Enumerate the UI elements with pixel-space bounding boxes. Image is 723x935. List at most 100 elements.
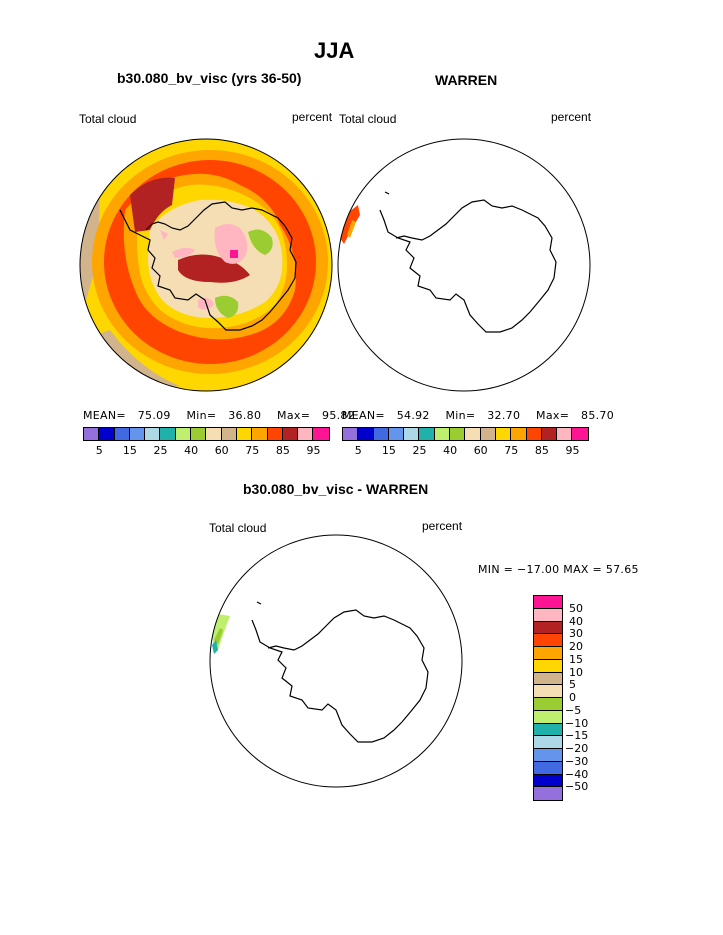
colorbar-swatch xyxy=(534,596,562,609)
right-map-frame xyxy=(337,138,591,392)
right-mean-value: 54.92 xyxy=(396,409,430,422)
diff-map-island xyxy=(256,601,262,605)
colorbar-swatch xyxy=(419,428,435,440)
colorbar-tick-label: 25 xyxy=(412,444,427,457)
right-panel-title: WARREN xyxy=(435,72,498,88)
diff-map-strip-green xyxy=(214,628,223,645)
colorbar-swatch xyxy=(534,621,562,635)
left-mean-label: MEAN= xyxy=(83,409,126,422)
diff-units-label: percent xyxy=(422,519,463,533)
colorbar-tick-label: 30 xyxy=(569,627,583,641)
colorbar-swatch xyxy=(84,428,100,440)
colorbar-swatch xyxy=(534,774,562,788)
right-max-label: Max= xyxy=(536,409,570,422)
left-map-darkred-nw xyxy=(130,177,175,232)
right-stats: MEAN= 54.92 Min= 32.70 Max= 85.70 xyxy=(342,409,614,422)
diff-stats: MIN = −17.00 MAX = 57.65 xyxy=(478,563,639,576)
colorbar-tick-label: 85 xyxy=(534,444,549,457)
left-stats: MEAN= 75.09 Min= 36.80 Max= 95.82 xyxy=(83,409,355,422)
colorbar-swatch xyxy=(267,428,283,440)
colorbar-swatch xyxy=(175,428,192,440)
colorbar-tick-label: 15 xyxy=(569,652,583,666)
left-max-value: 95.82 xyxy=(322,409,356,422)
colorbar-swatch xyxy=(534,634,562,647)
right-field-label: Total cloud xyxy=(339,112,397,126)
colorbar-swatch xyxy=(572,428,588,440)
colorbar-swatch xyxy=(534,723,562,737)
colorbar-tick-label: 10 xyxy=(569,665,583,679)
left-max-label: Max= xyxy=(277,409,311,422)
colorbar-swatch xyxy=(534,787,562,800)
colorbar-swatch xyxy=(534,647,562,660)
left-map-pink-west xyxy=(172,247,195,258)
colorbar-swatch xyxy=(129,428,146,440)
colorbar-swatch xyxy=(511,428,527,440)
colorbar-swatch xyxy=(99,428,115,440)
colorbar-swatch xyxy=(404,428,420,440)
colorbar-tick-label: 95 xyxy=(306,444,321,457)
colorbar-swatch xyxy=(526,428,542,440)
left-map-frame xyxy=(79,138,333,392)
colorbar-tick-label: 50 xyxy=(569,601,583,615)
colorbar-tick-label: −50 xyxy=(565,780,589,794)
colorbar-swatch xyxy=(388,428,405,440)
right-map-obs-strip-red xyxy=(340,205,360,244)
left-mean-value: 75.09 xyxy=(137,409,171,422)
colorbar-tick-label: 5 xyxy=(95,444,103,457)
left-map-pink-peninsula xyxy=(160,230,168,240)
left-map-magenta-spot xyxy=(230,250,238,258)
colorbar-tick-label: 0 xyxy=(569,691,576,704)
colorbar-swatch xyxy=(557,428,573,440)
left-panel-title: b30.080_bv_visc (yrs 36-50) xyxy=(117,70,302,86)
colorbar-swatch xyxy=(534,710,562,724)
right-map-obs-strip-orange xyxy=(347,220,356,238)
colorbar-tick-label: 75 xyxy=(504,444,519,457)
colorbar-tick-label: 60 xyxy=(473,444,488,457)
diff-map-coastline xyxy=(251,609,429,743)
colorbar-tick-label: 15 xyxy=(122,444,137,457)
colorbar-swatch xyxy=(358,428,374,440)
colorbar-tick-label: 60 xyxy=(214,444,229,457)
colorbar-tick-label: 5 xyxy=(354,444,362,457)
colorbar-tick-label: −40 xyxy=(565,767,589,781)
colorbar-tick-label: 40 xyxy=(443,444,458,457)
colorbar-swatch xyxy=(534,659,562,673)
colorbar-tick-label: 95 xyxy=(565,444,580,457)
colorbar-swatch xyxy=(160,428,176,440)
colorbar-swatch xyxy=(450,428,466,440)
left-map-coastline xyxy=(119,201,297,331)
colorbar-swatch xyxy=(252,428,268,440)
right-units-label: percent xyxy=(551,110,592,124)
colorbar-tick-label: 85 xyxy=(275,444,290,457)
diff-map-strip-teal xyxy=(212,640,218,654)
colorbar-swatch xyxy=(298,428,314,440)
diff-map-frame xyxy=(209,534,463,788)
diff-panel-title: b30.080_bv_visc - WARREN xyxy=(243,481,429,497)
colorbar-tick-label: −20 xyxy=(565,742,589,755)
colorbar-swatch xyxy=(434,428,451,440)
colorbar-swatch xyxy=(114,428,130,440)
left-colorbar xyxy=(83,427,330,441)
right-max-value: 85.70 xyxy=(581,409,615,422)
left-map-green-east xyxy=(248,229,273,255)
colorbar-tick-label: 25 xyxy=(153,444,168,457)
colorbar-swatch xyxy=(541,428,558,440)
colorbar-tick-label: 15 xyxy=(381,444,396,457)
diff-colorbar xyxy=(533,595,563,801)
diff-field-label: Total cloud xyxy=(209,521,267,535)
page-title: JJA xyxy=(314,38,355,63)
colorbar-swatch xyxy=(534,608,562,622)
colorbar-swatch xyxy=(282,428,299,440)
colorbar-tick-label: −15 xyxy=(565,729,589,743)
colorbar-swatch xyxy=(534,736,562,749)
colorbar-swatch xyxy=(534,761,562,775)
colorbar-tick-label: 5 xyxy=(569,678,576,692)
left-min-label: Min= xyxy=(186,409,217,422)
colorbar-swatch xyxy=(191,428,207,440)
colorbar-tick-label: 40 xyxy=(569,614,583,628)
colorbar-tick-label: −5 xyxy=(565,703,582,717)
colorbar-swatch xyxy=(534,685,562,698)
colorbar-swatch xyxy=(495,428,512,440)
colorbar-swatch xyxy=(145,428,161,440)
